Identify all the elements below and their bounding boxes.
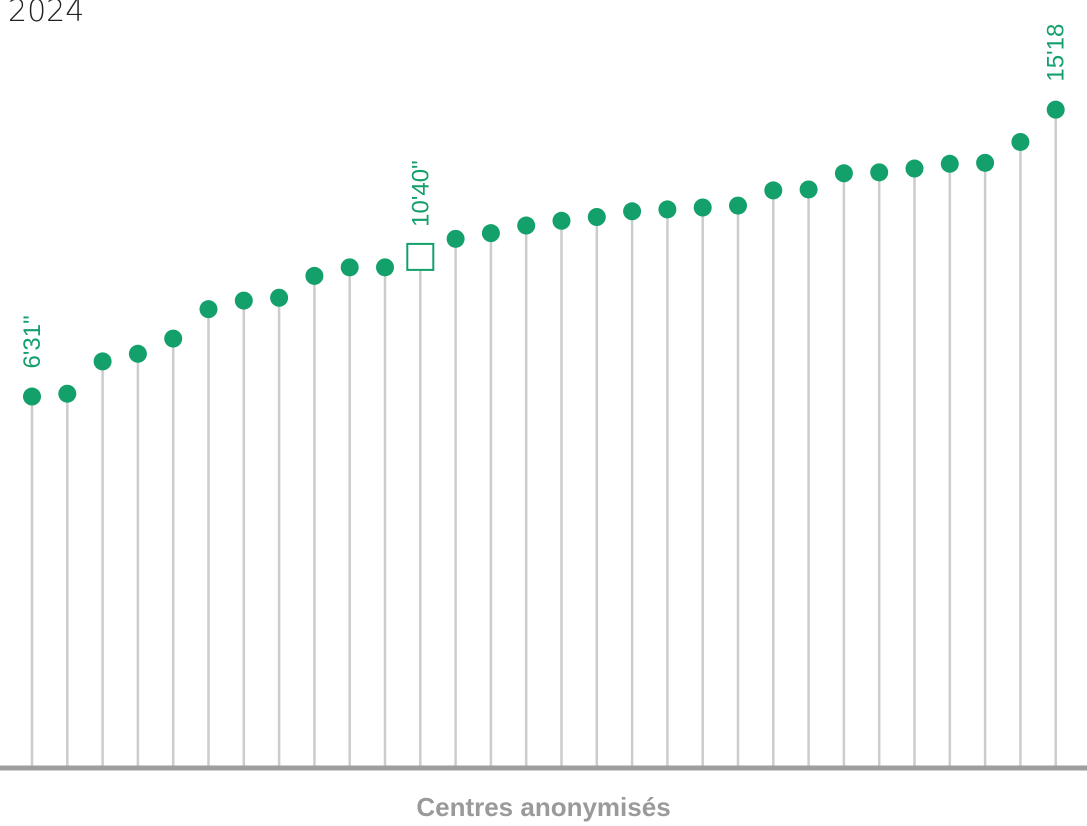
- data-point: [693, 198, 712, 217]
- data-point: [446, 229, 465, 248]
- data-point: [93, 352, 112, 371]
- value-label: 6'31": [19, 315, 46, 368]
- data-point: [270, 288, 289, 307]
- data-point: [199, 300, 218, 319]
- data-point: [587, 208, 606, 226]
- data-point: [1046, 100, 1065, 119]
- data-point: [552, 211, 571, 230]
- data-point: [340, 258, 359, 277]
- points-group: [23, 100, 1065, 406]
- data-point: [870, 163, 889, 182]
- x-axis-label: Centres anonymisés: [416, 792, 671, 822]
- data-point: [729, 196, 747, 215]
- data-point: [23, 387, 41, 406]
- data-point: [834, 164, 853, 183]
- data-point: [976, 153, 995, 172]
- highlight-point: [406, 242, 435, 271]
- data-point: [940, 154, 959, 173]
- data-point: [1011, 132, 1030, 151]
- data-point: [764, 181, 783, 200]
- stems-group: [30, 109, 1057, 766]
- data-point: [481, 224, 500, 243]
- data-point: [305, 266, 324, 285]
- data-point: [376, 258, 394, 277]
- data-point: [658, 200, 677, 219]
- data-point: [128, 344, 147, 363]
- data-point: [623, 202, 642, 221]
- value-label: 10'40": [407, 160, 434, 227]
- data-point: [905, 159, 924, 178]
- data-point: [234, 291, 253, 310]
- value-label: 15'18: [1043, 24, 1070, 82]
- data-point: [517, 216, 536, 235]
- data-point: [58, 384, 77, 403]
- chart-year: 2024: [8, 0, 85, 29]
- data-point: [799, 180, 818, 199]
- labels-group: 6'31" 10'40" 15'18: [19, 24, 1070, 369]
- data-point: [164, 329, 183, 348]
